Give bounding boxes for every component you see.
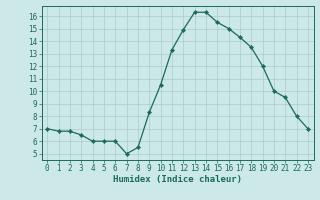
X-axis label: Humidex (Indice chaleur): Humidex (Indice chaleur) — [113, 175, 242, 184]
